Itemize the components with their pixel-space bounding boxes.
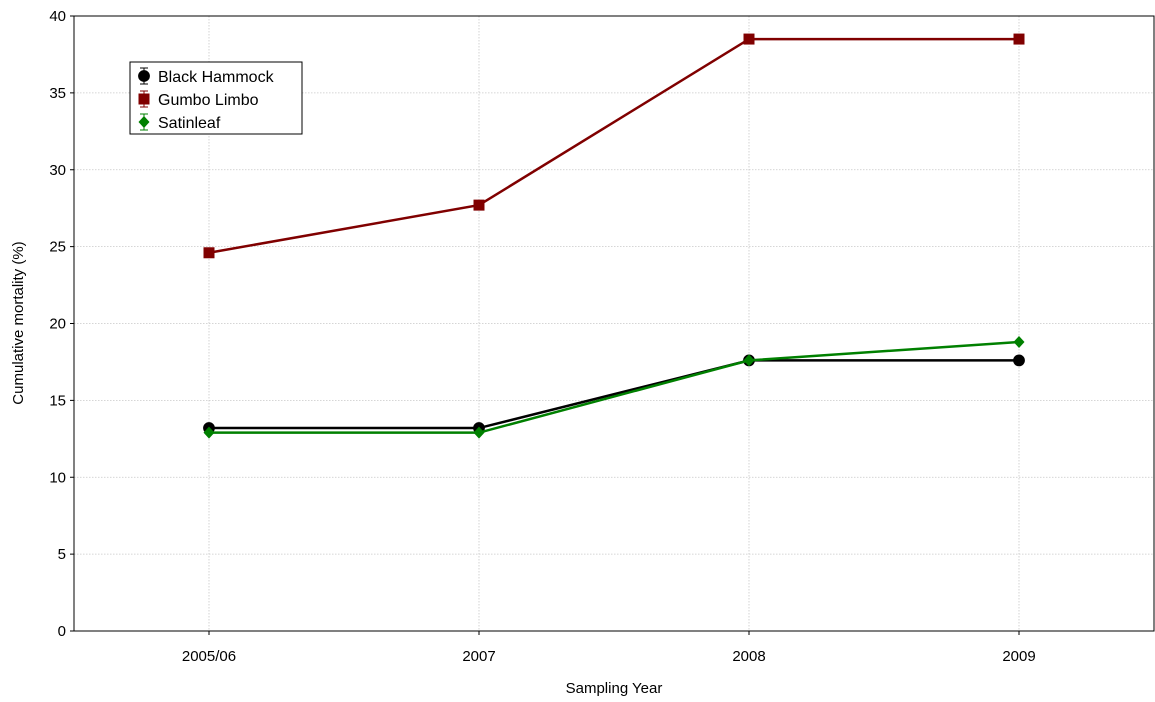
y-tick-label: 25	[49, 239, 66, 256]
x-axis: 2005/06 2007 2008 2009	[182, 631, 1036, 665]
y-tick-label: 0	[58, 623, 66, 640]
legend-label: Black Hammock	[158, 69, 275, 86]
y-tick-label: 30	[49, 162, 66, 179]
data-point	[203, 247, 215, 259]
y-axis-title: Cumulative mortality (%)	[10, 241, 27, 404]
legend-label: Gumbo Limbo	[158, 92, 259, 109]
data-point	[743, 354, 755, 367]
x-axis-title: Sampling Year	[566, 680, 663, 697]
data-point	[473, 199, 485, 211]
x-tick-label: 2005/06	[182, 648, 236, 665]
legend-marker	[138, 93, 150, 105]
x-tick-label: 2008	[732, 648, 765, 665]
x-tick-label: 2007	[462, 648, 495, 665]
y-tick-label: 5	[58, 546, 66, 563]
series-line	[209, 359, 1019, 430]
y-tick-label: 35	[49, 85, 66, 102]
x-tick-label: 2009	[1002, 648, 1035, 665]
series-line	[208, 37, 1019, 255]
series-gumbo-limbo	[203, 33, 1025, 259]
legend-marker	[138, 70, 150, 82]
y-axis: 0 5 10 15 20 25 30 35 40	[49, 8, 74, 640]
legend-label: Satinleaf	[158, 115, 221, 132]
data-point	[1013, 335, 1025, 348]
legend-box	[129, 61, 303, 135]
y-tick-label: 20	[49, 316, 66, 333]
data-point	[473, 426, 485, 439]
legend: Black Hammock Gumbo Limbo Satinleaf	[129, 61, 303, 135]
series-satinleaf	[203, 335, 1025, 439]
data-point	[203, 426, 215, 439]
y-tick-label: 40	[49, 8, 66, 25]
series-line	[209, 340, 1020, 434]
data-point	[1013, 33, 1025, 45]
legend-marker	[138, 116, 150, 128]
series-group	[203, 33, 1025, 439]
data-point	[1013, 354, 1025, 367]
series-black-hammock	[203, 354, 1025, 434]
y-tick-label: 10	[49, 469, 66, 486]
y-tick-label: 15	[49, 392, 66, 409]
data-point	[743, 33, 755, 45]
